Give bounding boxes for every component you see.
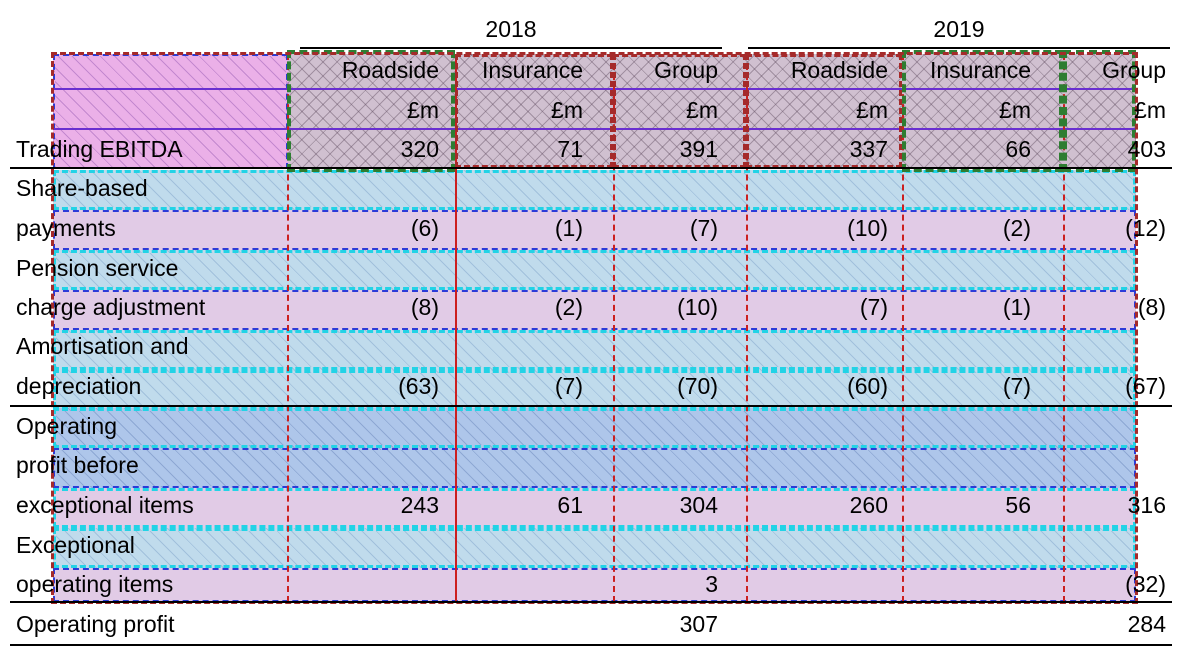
cell-value: (8) (410, 294, 439, 320)
cell-value (747, 604, 888, 644)
row-label-operating-profit-before-exceptional: exceptional items (16, 492, 194, 518)
column-header-insurance-2019: Insurance (929, 57, 1031, 83)
cell-value: (7) (689, 215, 718, 241)
cell-value (456, 564, 583, 604)
row-label-share-based-payments: payments (16, 215, 116, 241)
cell-value (747, 564, 888, 604)
cell-value (288, 564, 439, 604)
cell-value: (32) (1125, 571, 1166, 597)
cell-value: (10) (847, 215, 888, 241)
cell-value: 304 (679, 492, 718, 518)
unit-header: £m (407, 97, 439, 123)
column-separator (902, 54, 904, 602)
unit-header: £m (856, 97, 888, 123)
row-label-pension-service-charge: charge adjustment (16, 294, 206, 320)
cell-value (903, 604, 1031, 644)
cell-value (288, 604, 439, 644)
unit-header: £m (1134, 97, 1166, 123)
cell-value: (12) (1125, 215, 1166, 241)
cell-value: (2) (1002, 215, 1031, 241)
row-label-share-based-payments: Share-based (16, 175, 148, 201)
header-row-divider (53, 88, 1136, 90)
cell-value: 66 (1005, 136, 1031, 162)
cell-value: (1) (1002, 294, 1031, 320)
label-line-band (53, 408, 1136, 448)
year-header: 2019 (933, 16, 985, 42)
column-separator (287, 54, 289, 602)
cell-value: 243 (400, 492, 439, 518)
row-label-operating-profit-before-exceptional: profit before (16, 452, 139, 478)
cell-value: 307 (679, 611, 718, 637)
column-separator (613, 54, 615, 602)
label-line-band (53, 250, 1136, 290)
label-line-band (53, 528, 1136, 568)
total-bottom-rule (10, 644, 1172, 646)
cell-value (903, 564, 1031, 604)
cell-value: 284 (1127, 611, 1166, 637)
subtotal-rule (10, 405, 1172, 407)
unit-header: £m (999, 97, 1031, 123)
cell-value: (67) (1125, 373, 1166, 399)
cell-value: (8) (1137, 294, 1166, 320)
cell-value: (7) (859, 294, 888, 320)
row-label-pension-service-charge: Pension service (16, 255, 179, 281)
header-row-divider (53, 128, 1136, 130)
row-label-operating-profit-before-exceptional: Operating (16, 413, 118, 439)
cell-value: (10) (677, 294, 718, 320)
label-line-band (53, 448, 1136, 488)
row-label-amortisation-depreciation: Amortisation and (16, 333, 189, 359)
cell-value: (63) (398, 373, 439, 399)
column-header-insurance-2018: Insurance (481, 57, 583, 83)
year-header: 2018 (485, 16, 537, 42)
cell-value: 71 (557, 136, 583, 162)
column-header-roadside-2019: Roadside (790, 57, 888, 83)
column-separator (455, 54, 457, 602)
cell-value: (7) (554, 373, 583, 399)
cell-value: 391 (679, 136, 718, 162)
label-line-band (53, 170, 1136, 210)
column-header-group-2019: Group (1102, 57, 1166, 83)
cell-value: (70) (677, 373, 718, 399)
cell-value: (60) (847, 373, 888, 399)
unit-header: £m (686, 97, 718, 123)
cell-value: 3 (705, 571, 718, 597)
row-label-operating-profit: Operating profit (16, 611, 175, 637)
cell-value: (2) (554, 294, 583, 320)
cell-value: (1) (554, 215, 583, 241)
row-label-trading-ebitda: Trading EBITDA (16, 136, 183, 162)
cell-value: 56 (1005, 492, 1031, 518)
label-line-band (53, 330, 1136, 370)
cell-value: 316 (1127, 492, 1166, 518)
year-rule-2018 (300, 47, 722, 49)
cell-value: 337 (849, 136, 888, 162)
cell-value: 403 (1127, 136, 1166, 162)
header-bottom-rule (10, 167, 1172, 169)
cell-value (456, 604, 583, 644)
total-top-rule (10, 601, 1172, 603)
row-label-exceptional-operating-items: Exceptional (16, 532, 135, 558)
column-separator (1063, 54, 1065, 602)
column-header-group-2018: Group (654, 57, 718, 83)
column-separator (746, 54, 748, 602)
row-label-amortisation-depreciation: depreciation (16, 373, 142, 399)
unit-header: £m (551, 97, 583, 123)
year-rule-2019 (748, 47, 1170, 49)
cell-value: 320 (400, 136, 439, 162)
column-header-roadside-2018: Roadside (341, 57, 439, 83)
cell-value: 61 (557, 492, 583, 518)
cell-value: (7) (1002, 373, 1031, 399)
cell-value: (6) (410, 215, 439, 241)
cell-value: 260 (849, 492, 888, 518)
row-label-exceptional-operating-items: operating items (16, 571, 174, 597)
